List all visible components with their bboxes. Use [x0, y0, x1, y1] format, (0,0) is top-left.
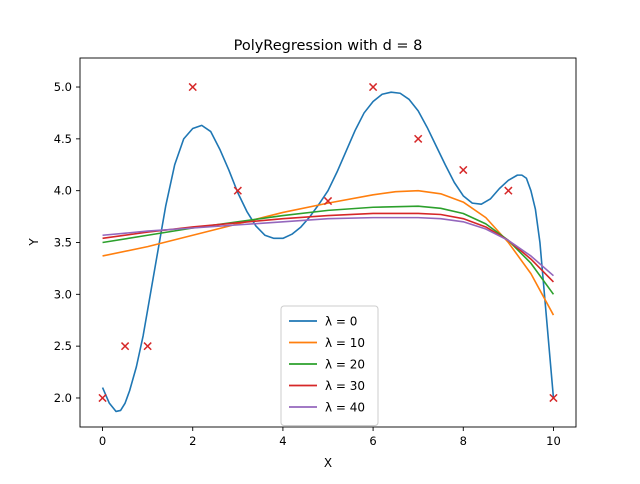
y-axis: 2.0 2.5 3.0 3.5 4.0 4.5 5.0 [54, 80, 80, 405]
legend-label: λ = 10 [325, 336, 365, 350]
legend-label: λ = 0 [325, 315, 357, 329]
legend-box [280, 305, 379, 426]
y-tick-label: 3.0 [54, 287, 72, 301]
y-tick-label: 2.5 [54, 339, 72, 353]
y-tick-label: 4.5 [54, 132, 72, 146]
x-tick-label: 4 [279, 434, 286, 448]
data-point-marker [323, 196, 333, 206]
data-point-stroke [504, 186, 513, 195]
data-point-stroke [368, 82, 378, 92]
data-point-marker [459, 165, 468, 175]
x-axis-label: X [324, 456, 332, 470]
legend-label: λ = 40 [325, 401, 365, 415]
data-point-marker [549, 393, 558, 403]
x-tick-label: 2 [189, 434, 196, 448]
data-point-stroke [414, 134, 423, 143]
x-tick-label: 8 [460, 434, 467, 448]
data-point-stroke [323, 196, 333, 206]
y-tick-label: 5.0 [54, 80, 72, 94]
data-point-stroke [98, 393, 107, 403]
data-point-marker [143, 342, 152, 351]
data-point-marker [188, 82, 197, 92]
legend: λ = 0 λ = 10 λ = 20 λ = 30 λ = 40 [280, 305, 379, 426]
series-line-0 [101, 91, 555, 413]
data-point-marker [368, 82, 378, 92]
data-point-stroke [459, 165, 468, 175]
legend-label: λ = 20 [325, 358, 365, 372]
data-point-stroke [549, 393, 558, 403]
data-point-stroke [143, 342, 152, 351]
x-tick-label: 10 [546, 434, 561, 448]
data-point-marker [414, 134, 423, 143]
data-point-marker [98, 393, 107, 403]
data-point-marker [233, 186, 242, 195]
data-point-stroke [120, 342, 130, 351]
legend-label: λ = 30 [325, 379, 365, 393]
series-line-4 [102, 216, 554, 277]
data-points [98, 82, 558, 403]
data-point-marker [120, 342, 130, 351]
x-tick-label: 0 [99, 434, 106, 448]
y-axis-label: Y [27, 238, 41, 247]
x-axis: 0 2 4 6 8 10 [99, 427, 561, 448]
data-point-marker [504, 186, 513, 195]
y-tick-label: 3.5 [54, 236, 72, 250]
data-point-stroke [188, 82, 197, 92]
y-tick-label: 4.0 [54, 184, 72, 198]
y-tick-label: 2.0 [54, 391, 72, 405]
chart-title: PolyRegression with d = 8 [234, 38, 423, 54]
x-tick-label: 6 [369, 434, 376, 448]
series-lines [101, 91, 555, 413]
data-point-stroke [233, 186, 242, 195]
